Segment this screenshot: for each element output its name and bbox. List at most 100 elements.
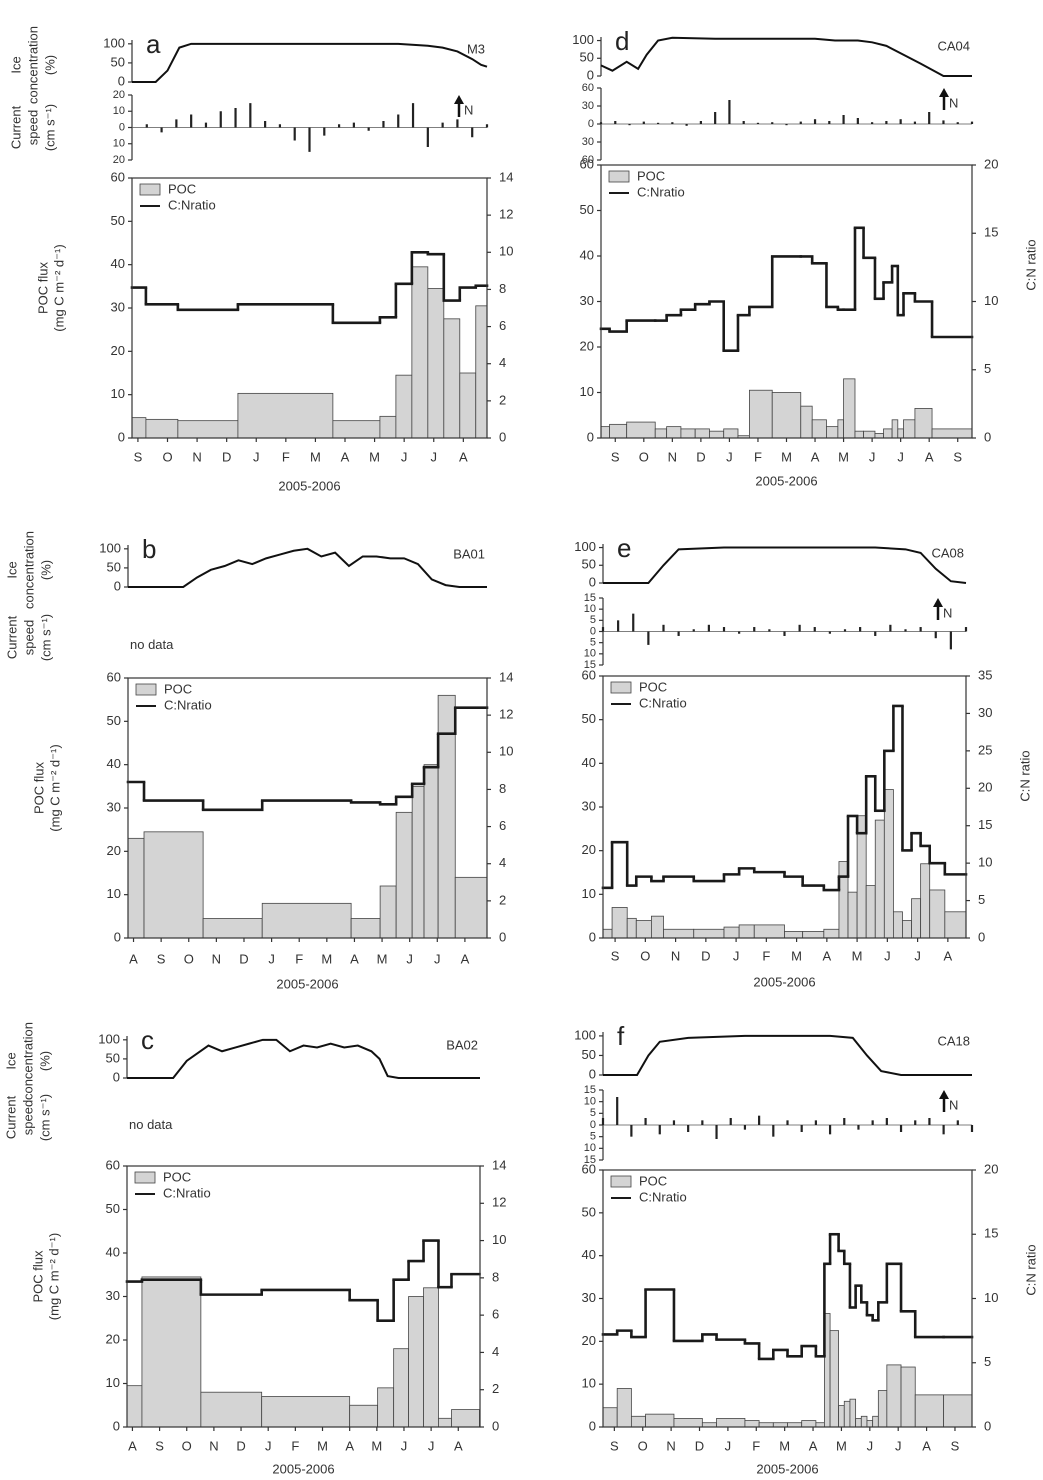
poc-bar <box>709 430 725 439</box>
y2-tick-label: 0 <box>492 1418 499 1433</box>
poc-bar <box>893 911 903 939</box>
poc-bar <box>843 1400 851 1428</box>
poc-bar <box>758 1422 774 1428</box>
current-axis-label: (cm s⁻¹) <box>42 104 57 151</box>
x-tick-label: A <box>922 1438 931 1453</box>
y-tick-label: 40 <box>106 1244 120 1259</box>
ice-axis-label: concentration <box>20 1022 35 1100</box>
y-tick-label: 60 <box>580 156 594 171</box>
no-data-note: no data <box>130 637 174 652</box>
current-tick-label: 60 <box>582 82 594 94</box>
poc-bar <box>651 915 664 939</box>
x-tick-label: J <box>725 1438 732 1453</box>
x-tick-label: A <box>350 951 359 966</box>
current-tick-label: 15 <box>584 592 596 604</box>
x-tick-label: N <box>671 948 680 963</box>
x-tick-label: F <box>762 948 770 963</box>
y2-tick-label: 12 <box>499 207 513 222</box>
poc-bar <box>602 928 613 939</box>
x-tick-label: A <box>459 449 468 464</box>
poc-bar <box>826 426 839 439</box>
current-tick-label: 15 <box>584 1084 596 1096</box>
y-tick-label: 40 <box>111 256 125 271</box>
poc-bar <box>131 417 147 439</box>
poc-bar <box>900 1366 916 1428</box>
north-arrowhead <box>939 1090 949 1099</box>
y-axis-label: (mg C m⁻² d⁻¹) <box>51 244 66 331</box>
x-tick-label: J <box>431 449 438 464</box>
y2-axis-label: C:N ratio <box>1017 750 1032 801</box>
x-tick-label: S <box>610 1438 619 1453</box>
y-tick-label: 0 <box>589 1418 596 1433</box>
poc-bar <box>635 920 652 939</box>
y-tick-label: 10 <box>106 1375 120 1390</box>
y-axis-label: (mg C m⁻² d⁻¹) <box>46 1233 61 1320</box>
poc-bar <box>423 764 439 939</box>
legend-label: POC <box>639 679 667 694</box>
x-tick-label: S <box>611 948 620 963</box>
current-tick-label: 10 <box>584 603 596 615</box>
poc-bar <box>753 924 785 939</box>
poc-bar <box>626 917 637 939</box>
current-tick-label: 30 <box>582 136 594 148</box>
y-tick-label: 50 <box>582 1204 596 1219</box>
x-tick-label: M <box>779 1438 790 1453</box>
panel-letter: c <box>141 1025 154 1055</box>
ice-line <box>603 546 967 584</box>
x-tick-label: M <box>791 948 802 963</box>
y2-tick-label: 6 <box>499 318 506 333</box>
x-tick-label: J <box>253 449 260 464</box>
x-tick-label: S <box>611 449 620 464</box>
poc-bar <box>787 1422 803 1428</box>
ice-axis-label: Ice <box>3 1052 18 1069</box>
current-axis-label: speed <box>25 110 40 145</box>
x-tick-label: M <box>371 1438 382 1453</box>
poc-bar <box>443 318 461 439</box>
y2-tick-label: 0 <box>499 429 506 444</box>
current-axis-label: speed <box>20 1100 35 1135</box>
y-tick-label: 50 <box>111 213 125 228</box>
poc-bar <box>854 430 864 439</box>
current-tick-label: 10 <box>113 105 125 117</box>
y2-axis-label: C:N ratio <box>1023 1244 1038 1295</box>
poc-bar <box>772 1422 788 1428</box>
poc-bar <box>723 926 740 939</box>
y2-tick-label: 20 <box>984 1161 998 1176</box>
current-tick-label: 60 <box>582 154 594 166</box>
panel-letter: d <box>615 26 629 56</box>
north-label: N <box>943 605 952 620</box>
current-axis-label: (cm s⁻¹) <box>38 614 53 661</box>
ice-tick-label: 50 <box>106 1050 120 1065</box>
y-tick-label: 30 <box>580 293 594 308</box>
poc-bar <box>911 898 922 939</box>
current-tick-label: 10 <box>584 648 596 660</box>
poc-bar <box>811 419 827 439</box>
y2-tick-label: 0 <box>984 429 991 444</box>
y-tick-label: 40 <box>107 756 121 771</box>
poc-bar <box>694 428 710 439</box>
ice-line <box>600 36 972 77</box>
y2-tick-label: 10 <box>492 1232 506 1247</box>
y2-tick-label: 20 <box>978 780 992 795</box>
current-tick-label: 5 <box>590 637 596 649</box>
x-tick-label: J <box>406 951 413 966</box>
poc-bar <box>843 378 856 439</box>
x-tick-label: M <box>369 449 380 464</box>
x-tick-label: J <box>428 1438 435 1453</box>
x-tick-label: J <box>268 951 275 966</box>
y-tick-label: 0 <box>118 429 125 444</box>
poc-bar <box>332 420 381 439</box>
panel-letter: e <box>617 533 631 563</box>
poc-bar <box>883 428 893 439</box>
y2-tick-label: 15 <box>984 225 998 240</box>
poc-bar <box>616 1388 632 1428</box>
legend-label: C:Nratio <box>639 1189 687 1204</box>
poc-bar <box>630 1415 646 1428</box>
x-axis-label: 2005-2006 <box>756 1461 818 1476</box>
legend-label: POC <box>168 181 196 196</box>
current-tick-label: 10 <box>113 138 125 150</box>
station-name: CA04 <box>937 38 970 53</box>
legend-swatch <box>608 170 630 183</box>
poc-bar <box>800 405 813 439</box>
